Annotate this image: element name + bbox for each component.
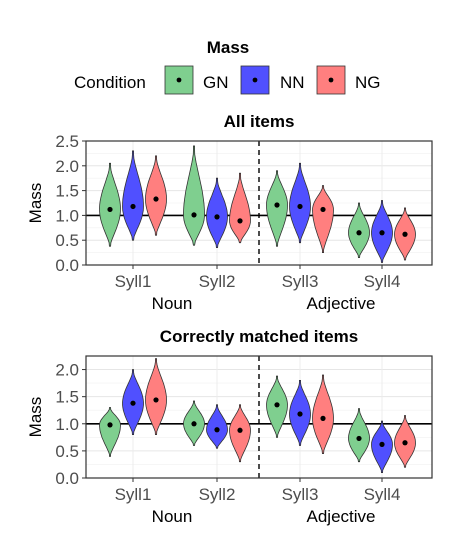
mean-point-ng-syll3 bbox=[320, 415, 326, 421]
violin-gn-syll2 bbox=[183, 145, 205, 246]
legend-mean-dot bbox=[176, 77, 182, 83]
mean-point-nn-syll2 bbox=[214, 427, 220, 433]
y-tick-label: 0.5 bbox=[55, 231, 79, 250]
mean-point-gn-syll1 bbox=[107, 422, 113, 428]
x-tick-label-syll3: Syll3 bbox=[282, 485, 319, 504]
mean-point-ng-syll2 bbox=[237, 427, 243, 433]
panel-border bbox=[85, 355, 433, 479]
y-tick-label: 1.0 bbox=[55, 206, 79, 225]
violin-nn-syll2 bbox=[206, 404, 228, 449]
panel-2: Correctly matched items 0.0 0.5 1.0 1.5 2.0 Ma… bbox=[26, 327, 433, 526]
legend-item-ng: NG bbox=[316, 65, 381, 95]
y-tick-label: 1.0 bbox=[55, 415, 79, 434]
legend-entry-label-gn: GN bbox=[203, 73, 229, 92]
y-tick-label: 0.0 bbox=[55, 469, 79, 488]
mean-point-nn-syll3 bbox=[297, 411, 303, 417]
x-tick-label-syll2: Syll2 bbox=[199, 272, 236, 291]
x-tick-label-syll2: Syll2 bbox=[199, 485, 236, 504]
violin-ng-syll2 bbox=[229, 172, 251, 244]
violin-ng-syll3 bbox=[312, 374, 334, 454]
violin-nn-syll1 bbox=[122, 150, 144, 241]
violin-nn-syll3 bbox=[289, 162, 311, 244]
legend-item-gn: GN bbox=[164, 65, 229, 95]
mean-point-ng-syll1 bbox=[153, 397, 159, 403]
legend-label: Condition bbox=[74, 73, 146, 92]
mean-point-gn-syll1 bbox=[107, 206, 113, 213]
y-tick-label: 2.0 bbox=[55, 361, 79, 380]
y-tick-label: 0.0 bbox=[55, 256, 79, 275]
mean-point-gn-syll2 bbox=[191, 212, 197, 218]
panel-title: All items bbox=[224, 112, 295, 131]
mean-point-gn-syll4 bbox=[356, 435, 362, 442]
violin-gn-syll1 bbox=[99, 162, 121, 247]
mean-point-nn-syll4 bbox=[379, 441, 385, 447]
mean-point-nn-syll1 bbox=[130, 203, 136, 210]
mean-point-gn-syll4 bbox=[356, 230, 362, 236]
mean-point-gn-syll3 bbox=[274, 402, 280, 408]
panel-title: Correctly matched items bbox=[160, 327, 358, 346]
legend-title: Mass bbox=[207, 38, 250, 57]
y-tick-label: 0.5 bbox=[55, 442, 79, 461]
panel-1: All items 0.0 0.5 1.0 1.5 2.0 2.5 Mass Syll1 Syll… bbox=[26, 112, 433, 313]
mean-point-ng-syll4 bbox=[402, 231, 408, 237]
panel-border bbox=[85, 140, 433, 266]
legend-entry-label-ng: NG bbox=[355, 73, 381, 92]
x-tick-label-syll3: Syll3 bbox=[282, 272, 319, 291]
mean-point-nn-syll3 bbox=[297, 203, 303, 210]
legend-item-nn: NN bbox=[240, 65, 305, 95]
y-tick-label: 1.5 bbox=[55, 388, 79, 407]
violin-gn-syll1 bbox=[99, 407, 121, 457]
violin-ng-syll1 bbox=[145, 155, 167, 236]
group-label-noun: Noun bbox=[152, 294, 193, 313]
violin-ng-syll1 bbox=[145, 358, 167, 435]
y-axis-label: Mass bbox=[26, 183, 45, 224]
mean-point-nn-syll1 bbox=[130, 400, 136, 406]
legend-mean-dot bbox=[252, 77, 258, 83]
y-tick-label: 2.0 bbox=[55, 157, 79, 176]
y-axis-label: Mass bbox=[26, 397, 45, 438]
violin-gn-syll3 bbox=[266, 170, 288, 247]
violin-nn-syll2 bbox=[206, 177, 228, 248]
legend-entry-label-nn: NN bbox=[280, 73, 305, 92]
x-tick-label-syll4: Syll4 bbox=[364, 272, 401, 291]
x-tick-label-syll1: Syll1 bbox=[115, 272, 152, 291]
x-tick-label-syll1: Syll1 bbox=[115, 485, 152, 504]
mean-point-ng-syll1 bbox=[153, 196, 159, 202]
group-label-noun: Noun bbox=[152, 507, 193, 526]
x-tick-label-syll4: Syll4 bbox=[364, 485, 401, 504]
y-tick-label: 2.5 bbox=[55, 132, 79, 151]
mean-point-gn-syll3 bbox=[274, 202, 280, 208]
mean-point-ng-syll4 bbox=[402, 440, 408, 446]
legend-mean-dot bbox=[328, 77, 334, 83]
mean-point-nn-syll4 bbox=[379, 230, 385, 236]
mean-point-nn-syll2 bbox=[214, 214, 220, 220]
group-label-adjective: Adjective bbox=[307, 507, 376, 526]
mean-point-ng-syll3 bbox=[320, 206, 326, 213]
group-label-adjective: Adjective bbox=[307, 294, 376, 313]
mean-point-gn-syll2 bbox=[191, 421, 197, 427]
mean-point-ng-syll2 bbox=[237, 218, 243, 224]
violin-gn-syll4 bbox=[348, 408, 370, 463]
violin-ng-syll3 bbox=[312, 185, 334, 253]
y-tick-label: 1.5 bbox=[55, 182, 79, 201]
violin-ng-syll2 bbox=[229, 404, 251, 463]
